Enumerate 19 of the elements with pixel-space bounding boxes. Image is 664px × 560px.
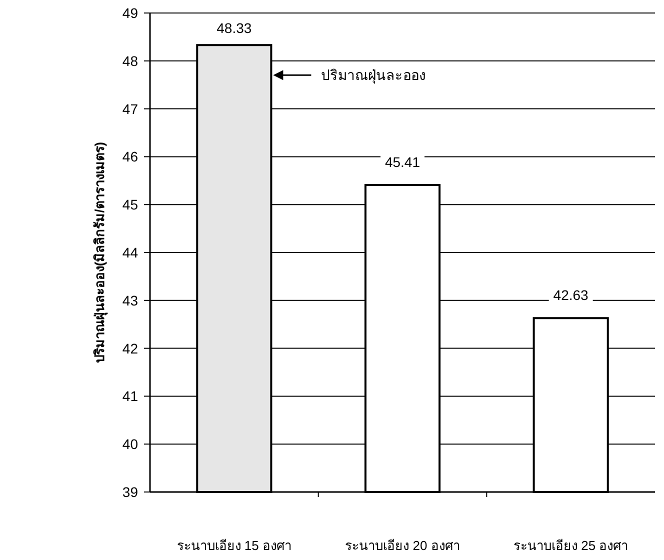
y-tick-label: 48	[122, 52, 138, 69]
y-tick-label: 46	[122, 148, 138, 165]
x-tick-label: ระนาบเอียง 20 องศา	[345, 538, 460, 553]
y-tick-label: 43	[122, 292, 138, 308]
y-tick-label: 49	[122, 5, 138, 21]
y-tick-label: 40	[122, 436, 138, 452]
annotation: ปริมาณฝุ่นละออง	[321, 67, 426, 84]
y-tick-label: 42	[122, 340, 138, 356]
data-label: 45.41	[384, 154, 420, 170]
x-tick-label: ระนาบเอียง 15 องศา	[176, 538, 292, 553]
data-label: 42.63	[553, 287, 589, 304]
x-tick-label: ระนาบเอียง 25 องศา	[513, 538, 628, 553]
y-tick-label: 41	[122, 388, 138, 404]
data-label: 48.33	[216, 20, 252, 36]
y-tick-label: 39	[122, 484, 138, 500]
y-axis-title: ปริมาณฝุ่นละออง(มิลลิกรัม/ตารางเมตร)	[92, 142, 108, 364]
y-tick-label: 44	[122, 244, 138, 260]
y-tick-label: 47	[122, 100, 138, 117]
y-tick-label: 45	[122, 196, 138, 213]
